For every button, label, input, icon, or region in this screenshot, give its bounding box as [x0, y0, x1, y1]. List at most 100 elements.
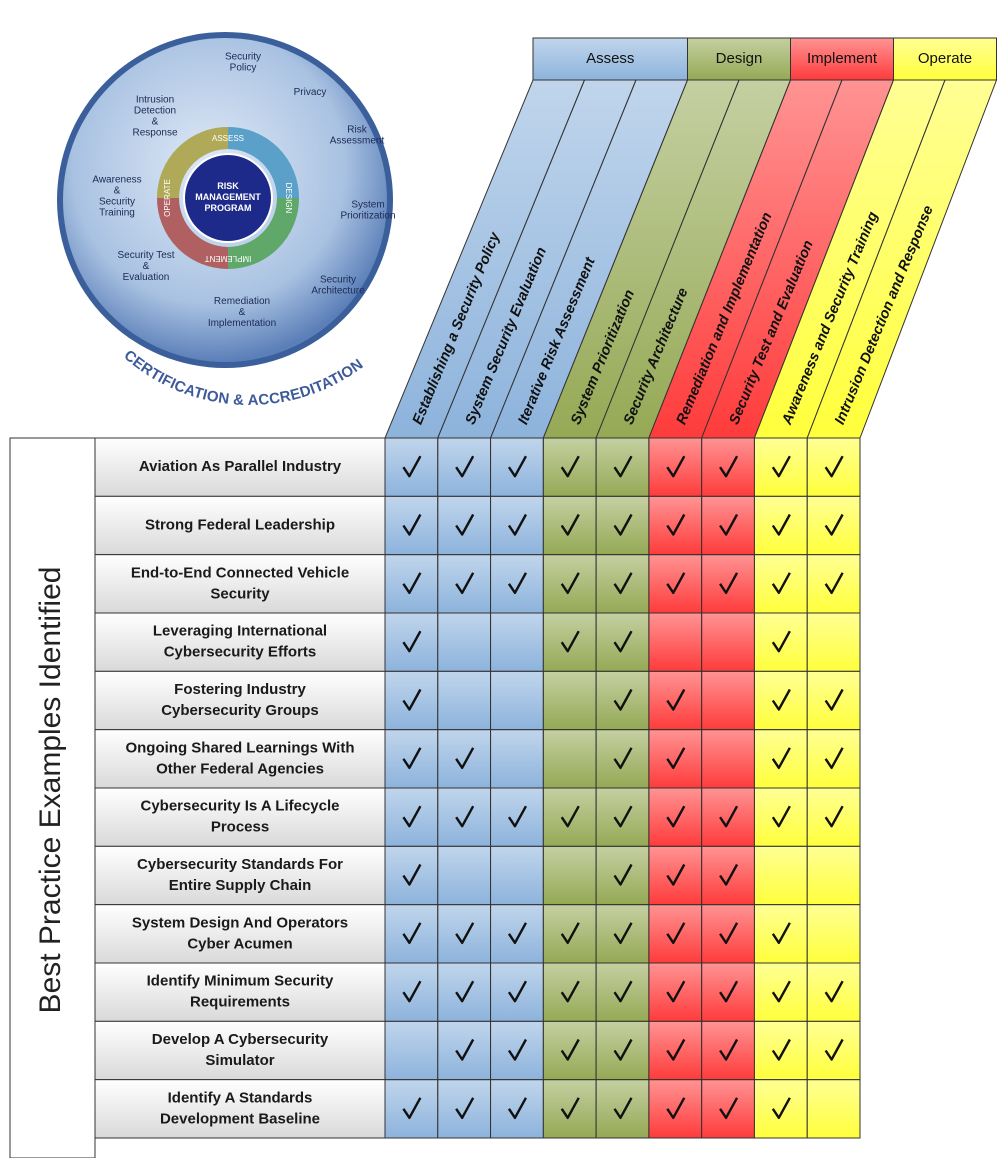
cell: [384, 729, 439, 789]
outer-label-line: &: [152, 116, 159, 127]
cell: [648, 729, 703, 789]
row-label: Ongoing Shared Learnings With Other Feder…: [125, 739, 354, 777]
cell: [753, 437, 808, 497]
check-mark: [666, 688, 686, 711]
check-mark: [613, 1097, 633, 1120]
row-label-cell: [94, 495, 386, 556]
cell: [542, 612, 597, 672]
cell: [542, 729, 597, 789]
cell: [648, 787, 703, 847]
row-label-line: Process: [211, 819, 269, 836]
cell: [701, 1079, 755, 1139]
check-mark: [719, 980, 739, 1003]
cell: [806, 845, 861, 906]
cell: [384, 1020, 439, 1081]
ring-design: [227, 197, 299, 269]
row-label-cell: [94, 729, 386, 789]
row-label-cell: [94, 1079, 386, 1139]
inner-label: OPERATE: [163, 179, 172, 217]
outer-label: Security Policy: [225, 51, 261, 73]
outer-label-line: Security: [225, 51, 261, 62]
check-mark: [771, 688, 791, 711]
center-disc: [183, 153, 273, 243]
cell: [437, 554, 492, 614]
check-mark: [613, 863, 633, 886]
check-mark: [455, 572, 475, 595]
cell: [595, 437, 650, 497]
outer-label-line: &: [239, 307, 246, 318]
check-mark: [771, 455, 791, 478]
outer-label-line: System: [351, 199, 384, 210]
center-label-line: RISK: [217, 181, 239, 191]
cell: [648, 495, 703, 556]
check-mark: [666, 1097, 686, 1120]
check-mark: [455, 747, 475, 770]
inner-label: ASSESS: [212, 134, 244, 143]
cell: [384, 845, 439, 906]
cell: [384, 787, 439, 847]
cell: [806, 1020, 861, 1081]
check-mark: [771, 805, 791, 828]
check-mark: [719, 922, 739, 945]
check-mark: [455, 922, 475, 945]
row-label: Cybersecurity Is A Lifecycle Process: [141, 798, 340, 836]
cell: [437, 1079, 492, 1139]
check-mark: [560, 1097, 580, 1120]
row-label-cell: [94, 554, 386, 614]
cell: [595, 670, 650, 731]
row-label-line: Development Baseline: [160, 1110, 320, 1127]
check-mark: [719, 1097, 739, 1120]
cell: [806, 670, 861, 731]
outer-label-line: Training: [99, 207, 135, 218]
cell: [384, 1079, 439, 1139]
check-mark: [402, 747, 422, 770]
check-mark: [666, 805, 686, 828]
check-mark: [613, 630, 633, 653]
check-mark: [666, 513, 686, 536]
cell: [490, 845, 544, 906]
outer-label: System Prioritization: [340, 199, 395, 221]
cell: [648, 962, 703, 1022]
check-mark: [771, 513, 791, 536]
cell: [753, 670, 808, 731]
check-mark: [455, 1097, 475, 1120]
row-label-line: Leveraging International: [153, 623, 327, 640]
cell: [542, 845, 597, 906]
cell: [490, 612, 544, 672]
cell: [490, 554, 544, 614]
check-mark: [402, 572, 422, 595]
check-mark: [613, 922, 633, 945]
cell: [806, 554, 861, 614]
check-mark: [771, 572, 791, 595]
inner-label: IMPLEMENT: [205, 254, 252, 263]
row-label-line: Strong Federal Leadership: [145, 516, 335, 533]
cell: [648, 1020, 703, 1081]
cell: [648, 904, 703, 964]
cell: [806, 437, 861, 497]
cell: [701, 962, 755, 1022]
cell: [753, 962, 808, 1022]
side-cell: [9, 437, 96, 1158]
check-mark: [666, 863, 686, 886]
check-mark: [507, 1097, 527, 1120]
check-mark: [507, 980, 527, 1003]
phase-label: Implement: [807, 50, 878, 67]
cell: [753, 554, 808, 614]
ring-operate: [157, 127, 229, 199]
cell: [542, 670, 597, 731]
check-mark: [455, 805, 475, 828]
check-mark: [666, 455, 686, 478]
check-mark: [824, 688, 844, 711]
check-mark: [824, 1038, 844, 1061]
cell: [490, 729, 544, 789]
check-mark: [613, 688, 633, 711]
cell: [595, 904, 650, 964]
cell: [806, 1079, 861, 1139]
cell: [490, 437, 544, 497]
outer-label-line: Detection: [134, 105, 176, 116]
check-mark: [666, 572, 686, 595]
cell: [542, 1020, 597, 1081]
cell: [753, 1079, 808, 1139]
check-mark: [560, 630, 580, 653]
check-mark: [507, 455, 527, 478]
